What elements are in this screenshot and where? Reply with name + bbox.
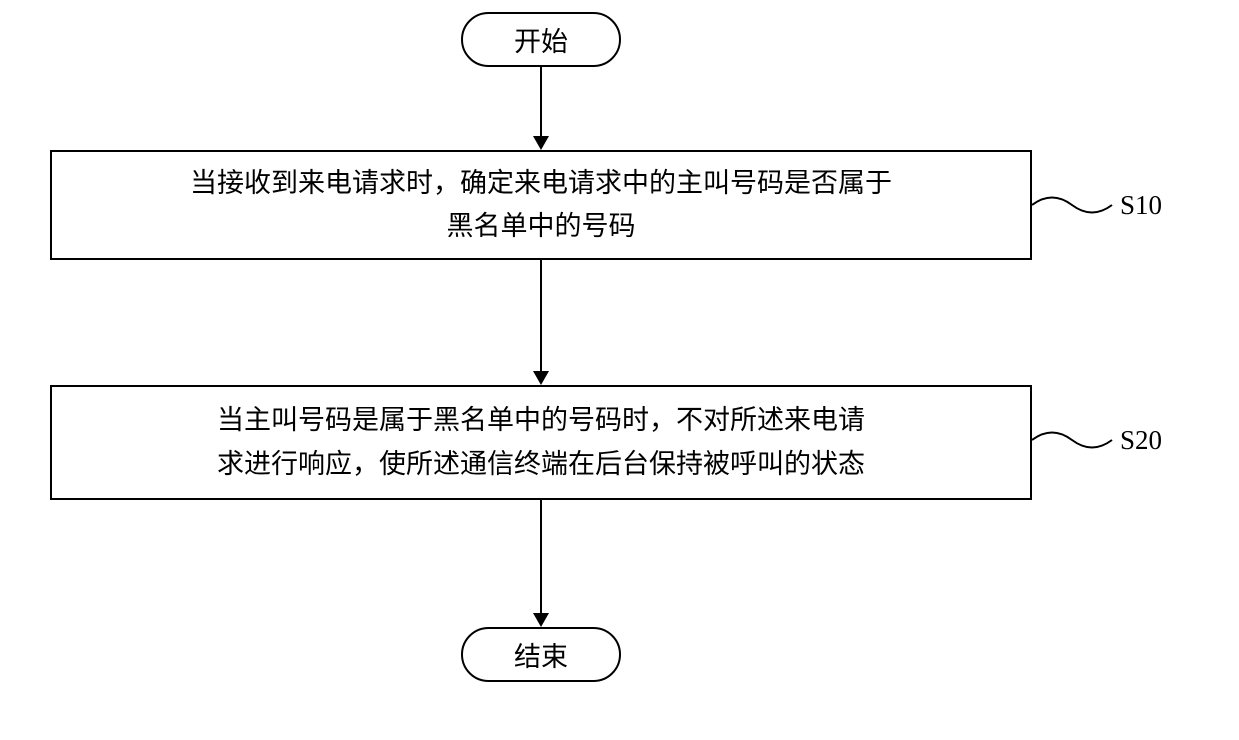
flowchart-container: 开始 当接收到来电请求时，确定来电请求中的主叫号码是否属于 黑名单中的号码 S1… (0, 0, 1239, 740)
arrow-1-line (540, 67, 542, 137)
step2-text: 当主叫号码是属于黑名单中的号码时，不对所述来电请 求进行响应，使所述通信终端在后… (217, 399, 865, 485)
step1-line1: 当接收到来电请求时，确定来电请求中的主叫号码是否属于 (190, 168, 892, 198)
step2-line1: 当主叫号码是属于黑名单中的号码时，不对所述来电请 (217, 405, 865, 435)
end-label: 结束 (514, 635, 568, 674)
step1-node: 当接收到来电请求时，确定来电请求中的主叫号码是否属于 黑名单中的号码 (50, 150, 1032, 260)
start-node: 开始 (461, 12, 621, 67)
s10-label: S10 (1120, 190, 1162, 221)
step1-text: 当接收到来电请求时，确定来电请求中的主叫号码是否属于 黑名单中的号码 (190, 162, 892, 248)
end-node: 结束 (461, 627, 621, 682)
arrow-2-head (533, 371, 549, 385)
arrow-3-head (533, 613, 549, 627)
step2-line2: 求进行响应，使所述通信终端在后台保持被呼叫的状态 (217, 449, 865, 479)
arrow-2-line (540, 260, 542, 372)
arrow-3-line (540, 500, 542, 614)
start-label: 开始 (514, 20, 568, 59)
s20-connector (1032, 430, 1117, 460)
step2-node: 当主叫号码是属于黑名单中的号码时，不对所述来电请 求进行响应，使所述通信终端在后… (50, 385, 1032, 500)
s20-label: S20 (1120, 425, 1162, 456)
s10-connector (1032, 195, 1117, 225)
step1-line2: 黑名单中的号码 (447, 211, 636, 241)
arrow-1-head (533, 136, 549, 150)
